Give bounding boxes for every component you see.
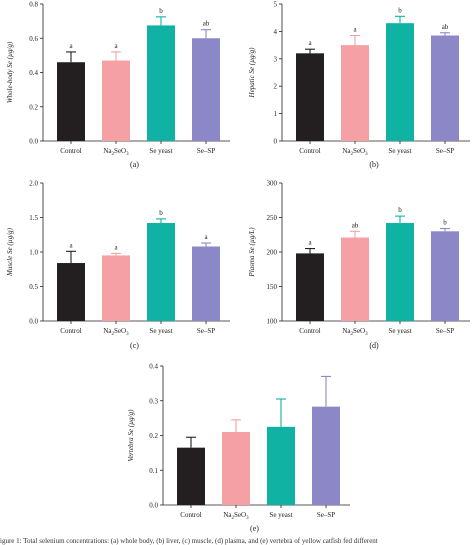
significance-label: ab xyxy=(352,221,359,229)
bar xyxy=(102,60,130,142)
y-tick-label: 4 xyxy=(274,28,278,36)
bar xyxy=(267,426,295,505)
bar xyxy=(57,263,85,321)
significance-label: a xyxy=(114,243,118,251)
y-axis-label: Plasma Se (µg/L) xyxy=(248,227,256,278)
y-tick-label: 0.8 xyxy=(29,1,38,9)
category-label: Na2SeO3 xyxy=(223,511,249,521)
category-label: Na2SeO3 xyxy=(103,147,129,157)
significance-label: ab xyxy=(203,20,210,28)
y-tick-label: 100 xyxy=(267,318,278,326)
y-tick-label: 2 xyxy=(274,83,278,91)
category-label: Se yeast xyxy=(388,327,411,335)
category-label: Se–SP xyxy=(197,147,215,155)
bar xyxy=(147,25,175,141)
significance-label: b xyxy=(159,7,163,15)
y-axis-label: Vertebra Se (µg/g) xyxy=(127,409,135,462)
significance-label: a xyxy=(204,233,208,241)
bar xyxy=(431,35,459,142)
significance-label: a xyxy=(308,39,312,47)
y-tick-label: 150 xyxy=(267,283,278,291)
category-label: Se–SP xyxy=(317,511,335,519)
significance-label: a xyxy=(69,42,73,50)
panel-label: (a) xyxy=(130,160,139,169)
chart-panel-a: 0.0 0.2 0.4 0.6 0.8 Whole-body Se (µg/g) a Cont… xyxy=(6,1,230,169)
category-label: Control xyxy=(299,147,320,155)
category-label: Se–SP xyxy=(436,327,454,335)
bar xyxy=(177,447,205,505)
category-label: Se yeast xyxy=(149,147,172,155)
significance-label: ab xyxy=(442,23,449,31)
y-tick-label: 0.0 xyxy=(29,318,38,326)
y-tick-label: 1 xyxy=(274,110,278,118)
category-label: Se yeast xyxy=(269,511,292,519)
category-label: Na2SeO3 xyxy=(342,147,368,157)
category-label: Na2SeO3 xyxy=(342,327,368,337)
bar xyxy=(147,223,175,321)
category-label: Control xyxy=(60,327,81,335)
bar xyxy=(102,255,130,321)
bar xyxy=(57,62,85,141)
category-label: Se–SP xyxy=(197,327,215,335)
significance-label: a xyxy=(308,239,312,247)
significance-label: b xyxy=(398,206,402,214)
category-label: Control xyxy=(180,511,201,519)
chart-panel-d: 100 150 200 250 300 Plasma Se (µg/L) a Control a… xyxy=(248,180,470,350)
y-tick-label: 250 xyxy=(267,214,278,222)
bar xyxy=(341,237,369,321)
y-tick-label: 0.4 xyxy=(149,363,158,371)
panel-label: (d) xyxy=(369,341,379,350)
chart-panel-e: 0.0 0.1 0.2 0.3 0.4 Vertebra Se (µg/g) Control… xyxy=(127,363,350,533)
category-label: Control xyxy=(299,327,320,335)
bar xyxy=(192,246,220,321)
figure-caption: igure 1: Total selenium concentrations: … xyxy=(0,537,378,545)
y-tick-label: 0.0 xyxy=(29,138,38,146)
bar xyxy=(431,231,459,321)
bar xyxy=(296,253,324,321)
y-tick-label: 0 xyxy=(274,138,278,146)
y-tick-label: 1.5 xyxy=(29,214,38,222)
chart-panel-b: 0 1 2 3 4 5 Hepatic Se (µg/g) a Control a Na2SeO3 b… xyxy=(248,1,470,169)
y-tick-label: 0.1 xyxy=(149,467,158,475)
significance-label: a xyxy=(114,42,118,50)
panel-label: (c) xyxy=(130,341,139,350)
bar xyxy=(386,23,414,141)
panel-label: (b) xyxy=(369,160,379,169)
significance-label: b xyxy=(443,219,447,227)
bar xyxy=(222,432,250,505)
significance-label: a xyxy=(353,26,357,34)
panel-label: (e) xyxy=(250,524,259,533)
y-tick-label: 0.5 xyxy=(29,283,38,291)
category-label: Control xyxy=(60,147,81,155)
category-label: Se–SP xyxy=(436,147,454,155)
y-tick-label: 0.3 xyxy=(149,397,158,405)
significance-label: b xyxy=(159,209,163,217)
bar xyxy=(296,53,324,141)
bar xyxy=(192,38,220,141)
bar xyxy=(341,45,369,141)
bar xyxy=(386,223,414,321)
y-axis-label: Muscle Se (µg/g) xyxy=(6,227,14,277)
category-label: Se yeast xyxy=(149,327,172,335)
y-tick-label: 0.6 xyxy=(29,35,38,43)
significance-label: a xyxy=(69,241,73,249)
y-tick-label: 5 xyxy=(274,1,278,9)
category-label: Se yeast xyxy=(388,147,411,155)
y-axis-label: Whole-body Se (µg/g) xyxy=(6,41,14,103)
y-tick-label: 0.0 xyxy=(149,502,158,510)
y-tick-label: 0.2 xyxy=(29,103,38,111)
y-axis-label: Hepatic Se (µg/g) xyxy=(248,47,256,99)
significance-label: b xyxy=(398,6,402,14)
y-tick-label: 300 xyxy=(267,180,278,188)
y-tick-label: 0.4 xyxy=(29,69,38,77)
y-tick-label: 2.0 xyxy=(29,180,38,188)
y-tick-label: 3 xyxy=(274,55,278,63)
bar xyxy=(312,406,340,505)
y-tick-label: 1.0 xyxy=(29,249,38,257)
category-label: Na2SeO3 xyxy=(103,327,129,337)
y-tick-label: 200 xyxy=(267,249,278,257)
y-tick-label: 0.2 xyxy=(149,432,158,440)
chart-panel-c: 0.0 0.5 1.0 1.5 2.0 Muscle Se (µg/g) a Control a… xyxy=(6,180,230,350)
